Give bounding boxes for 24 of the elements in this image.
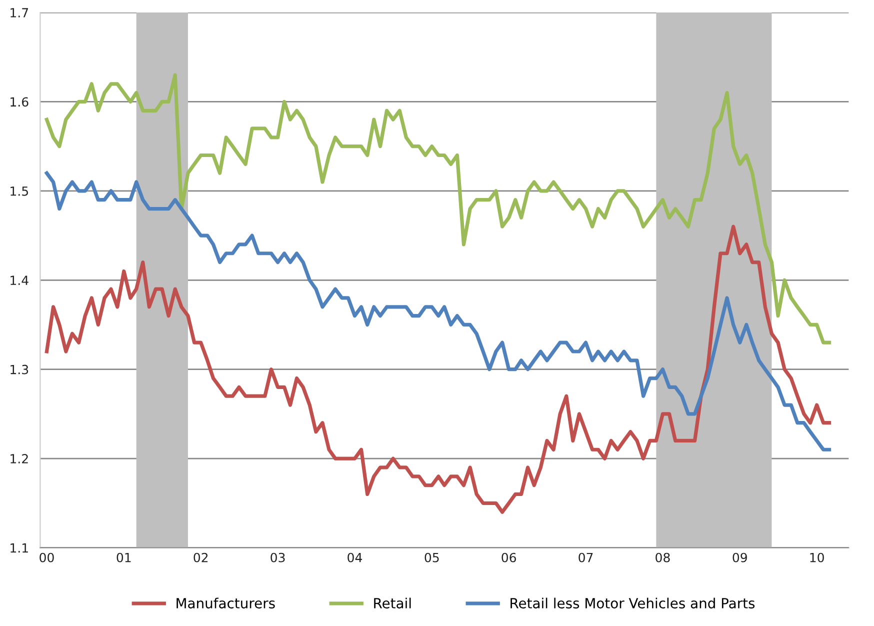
y-tick-label: 1.1 [10,543,28,552]
x-tick-label: 07 [578,552,593,562]
x-tick-label: 03 [270,552,285,562]
x-tick-label: 04 [348,552,362,562]
legend-label: Retail [374,598,411,608]
x-tick-label: 00 [40,552,54,562]
x-tick-label: 09 [732,552,747,562]
x-tick-label: 06 [502,552,516,562]
y-tick-label: 1.7 [10,8,28,18]
x-tick-label: 02 [194,552,208,562]
y-tick-label: 1.5 [10,186,28,196]
x-tick-label: 01 [116,552,131,562]
y-tick-label: 1.6 [10,97,28,107]
x-tick-label: 08 [656,552,670,562]
line-series [44,224,832,514]
y-tick-label: 1.4 [10,276,28,285]
line-series [44,73,832,344]
legend-label: Retail less Motor Vehicles and Parts [510,598,755,608]
line-series [44,171,832,452]
x-tick-label: 05 [424,552,439,562]
legend-label: Manufacturers [176,598,275,608]
y-tick-label: 1.2 [10,454,28,464]
x-tick-label: 10 [810,552,824,562]
y-tick-label: 1.3 [10,364,28,374]
